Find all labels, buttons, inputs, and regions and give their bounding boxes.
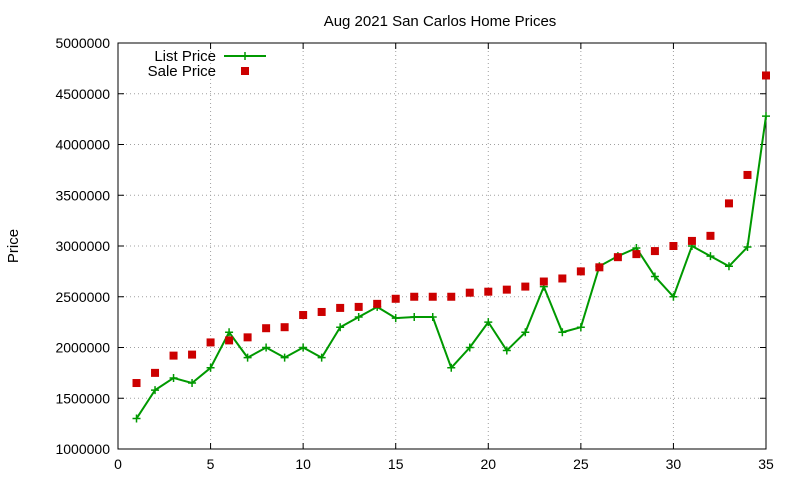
sale-price-point [132, 379, 141, 388]
list-price-point [502, 346, 511, 355]
sale-price-point [428, 292, 437, 301]
sale-price-point [262, 324, 271, 333]
legend-label-sale-price: Sale Price [148, 63, 216, 80]
x-tick-label: 5 [207, 456, 215, 472]
sale-price-point [391, 294, 400, 303]
sale-price-point [669, 242, 678, 250]
sale-price-point [299, 311, 308, 320]
axis-ticks: 1000000 1500000 2000000 2500000 3000000 35000… [55, 35, 774, 472]
list-price-point [521, 328, 530, 337]
y-axis-label: Price [5, 229, 22, 263]
y-tick-label: 5000000 [55, 35, 110, 51]
sale-price-point [465, 288, 474, 297]
sale-price-point [484, 287, 493, 296]
list-price-point [391, 314, 400, 323]
sale-price-point [354, 302, 363, 311]
y-tick-label: 1000000 [55, 441, 110, 457]
sale-price-point [336, 303, 345, 312]
list-price-point [262, 343, 271, 352]
y-tick-label: 3000000 [55, 238, 110, 254]
sale-price-point [188, 350, 197, 359]
list-price-point [465, 343, 474, 352]
list-price-point [724, 262, 733, 271]
list-price-line [135, 115, 767, 420]
legend-marker-sale-price [241, 67, 249, 75]
sale-price-point [151, 368, 160, 377]
list-price-point [225, 328, 234, 337]
list-price-point [650, 272, 659, 281]
sale-price-point [724, 199, 733, 208]
list-price-point [669, 292, 678, 301]
list-price-point [243, 353, 252, 362]
sale-price-point [317, 307, 326, 316]
legend-label-list-price: List Price [154, 48, 216, 65]
sale-price-point [169, 351, 178, 360]
list-price-point [317, 353, 326, 362]
sale-price-point [243, 333, 252, 342]
chart-title: Aug 2021 San Carlos Home Prices [324, 13, 557, 30]
list-price-point [151, 386, 160, 395]
sale-price-point [650, 247, 659, 256]
list-price-point [706, 252, 715, 261]
sale-price-point [558, 274, 567, 283]
y-tick-label: 4500000 [55, 86, 110, 102]
sale-price-point [687, 236, 696, 245]
sale-price-point [521, 282, 530, 291]
list-price-point [762, 112, 770, 121]
sale-price-point [576, 267, 585, 276]
sale-price-point [539, 277, 548, 286]
list-price-point [410, 313, 419, 322]
legend: List Price Sale Price [148, 48, 266, 80]
x-tick-label: 25 [573, 456, 589, 472]
list-price-point [169, 373, 178, 382]
y-tick-label: 4000000 [55, 137, 110, 153]
list-price-point [743, 243, 752, 252]
list-price-point [354, 313, 363, 322]
list-price-point [484, 318, 493, 327]
list-price-point [428, 313, 437, 322]
sale-price-point [613, 253, 622, 262]
y-tick-label: 3500000 [55, 187, 110, 203]
list-price-point [447, 363, 456, 372]
legend-marker-list-price [241, 52, 249, 60]
list-price-point [558, 328, 567, 337]
x-tick-label: 10 [295, 456, 311, 472]
sale-price-point [595, 263, 604, 272]
sale-price-point [743, 170, 752, 179]
list-price-point [299, 343, 308, 352]
sale-price-point [280, 323, 289, 332]
series-layer [132, 71, 770, 423]
x-tick-label: 35 [758, 456, 774, 472]
sale-price-point [632, 250, 641, 259]
sale-price-point [225, 336, 234, 345]
x-tick-label: 30 [666, 456, 682, 472]
sale-price-point [502, 285, 511, 294]
x-tick-label: 20 [480, 456, 496, 472]
grid [118, 43, 766, 449]
x-tick-label: 0 [114, 456, 122, 472]
y-tick-label: 2000000 [55, 340, 110, 356]
sale-price-point [447, 292, 456, 301]
list-price-point [280, 353, 289, 362]
sale-price-point [410, 292, 419, 301]
list-price-point [132, 414, 141, 423]
y-tick-label: 1500000 [55, 390, 110, 406]
sale-price-point [762, 71, 770, 80]
list-price-point [188, 379, 197, 388]
list-price-point [576, 323, 585, 332]
list-price-point [206, 363, 215, 372]
sale-price-point [373, 299, 382, 308]
sale-price-point [706, 231, 715, 240]
x-tick-label: 15 [388, 456, 404, 472]
y-tick-label: 2500000 [55, 289, 110, 305]
sale-price-point [206, 338, 215, 347]
list-price-point [336, 323, 345, 332]
